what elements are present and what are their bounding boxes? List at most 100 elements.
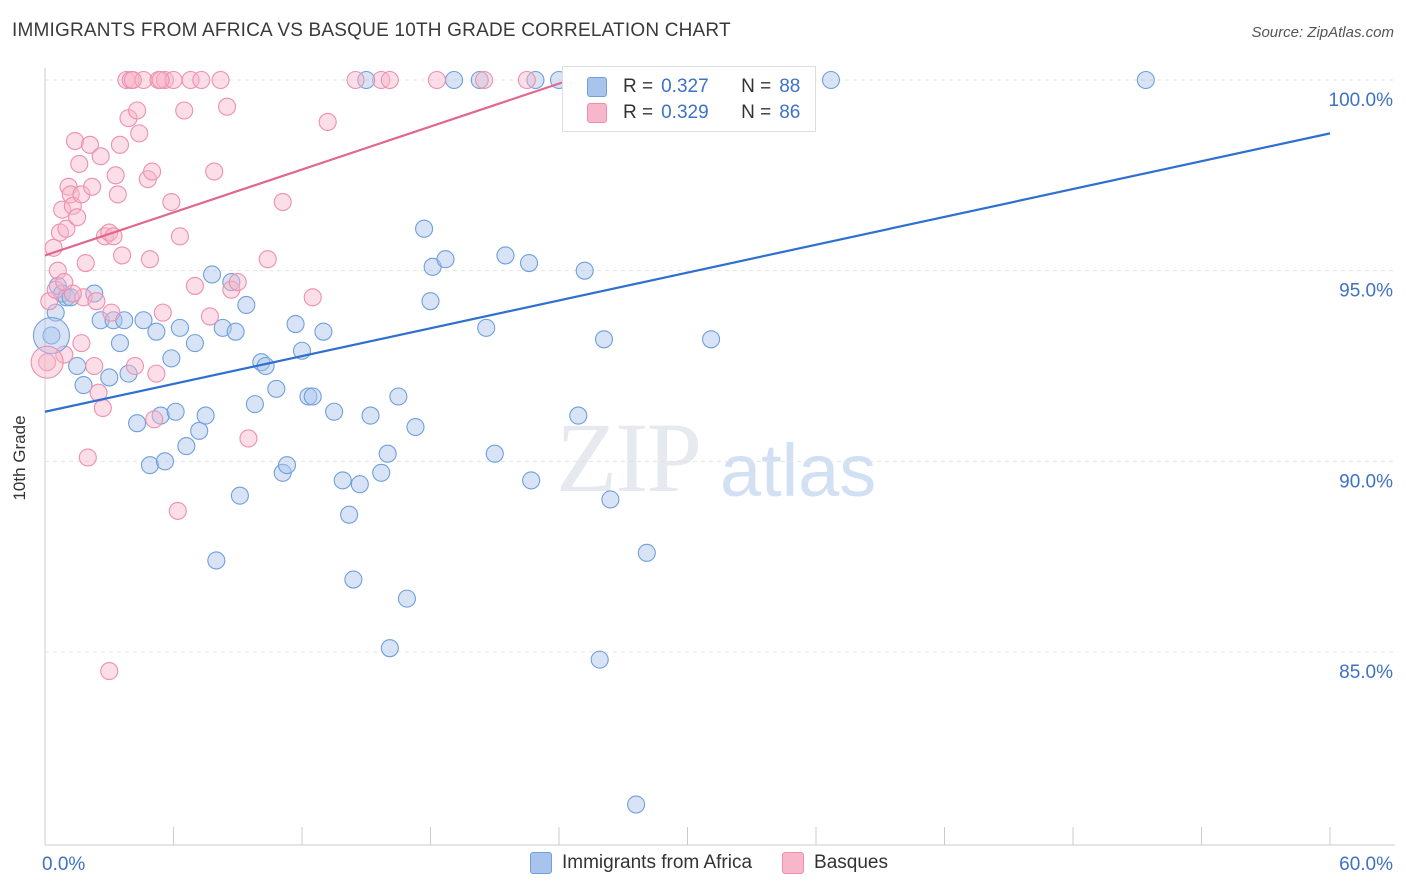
point-basques xyxy=(222,280,241,299)
point-basques xyxy=(113,246,132,265)
point-basques xyxy=(427,70,446,90)
point-africa xyxy=(128,414,147,433)
point-africa xyxy=(575,261,594,280)
point-africa xyxy=(170,318,189,337)
y-tick-label: 100.0% xyxy=(1329,90,1394,111)
point-basques xyxy=(151,70,170,90)
point-africa xyxy=(207,551,226,570)
point-basques xyxy=(108,185,127,204)
point-africa xyxy=(1136,70,1155,90)
point-africa xyxy=(436,250,455,269)
point-basques xyxy=(61,185,80,204)
point-basques xyxy=(93,398,112,417)
point-africa xyxy=(42,326,61,345)
point-africa xyxy=(594,330,614,349)
point-basques xyxy=(258,250,277,269)
point-africa xyxy=(519,253,539,273)
legend-swatch-basques xyxy=(587,103,607,123)
point-basques xyxy=(303,288,322,307)
point-basques xyxy=(38,353,57,372)
point-africa xyxy=(110,334,130,353)
point-basques xyxy=(48,261,67,280)
point-basques xyxy=(72,334,91,353)
point-basques xyxy=(143,162,162,181)
y-tick-label: 95.0% xyxy=(1339,281,1393,302)
point-africa xyxy=(91,311,110,330)
point-basques xyxy=(153,303,172,322)
point-africa xyxy=(372,463,391,482)
point-basques xyxy=(68,208,87,227)
point-basques xyxy=(273,192,292,212)
point-africa xyxy=(325,402,344,421)
point-basques xyxy=(200,307,219,326)
point-basques xyxy=(318,112,337,131)
stats-legend: R = 0.327 N = 88 R = 0.329 N = 86 xyxy=(562,66,816,132)
point-africa xyxy=(821,70,841,90)
point-basques xyxy=(65,131,85,151)
point-basques xyxy=(192,70,211,90)
point-africa xyxy=(415,219,434,238)
point-basques xyxy=(217,97,237,116)
point-africa xyxy=(140,456,159,475)
chart-title: IMMIGRANTS FROM AFRICA VS BASQUE 10TH GR… xyxy=(12,20,731,41)
point-africa xyxy=(470,70,489,90)
point-basques xyxy=(185,276,204,295)
point-basques xyxy=(125,356,144,376)
x-tick-label: 0.0% xyxy=(42,854,85,875)
legend-swatch-basques xyxy=(782,852,805,874)
trendline-africa xyxy=(44,132,1331,413)
trendline-basques xyxy=(44,78,571,257)
point-africa xyxy=(314,322,333,341)
point-basques xyxy=(102,303,121,322)
point-africa xyxy=(147,322,166,341)
watermark-zip: ZIP xyxy=(556,402,702,513)
point-basques xyxy=(80,135,100,154)
point-africa xyxy=(119,364,138,383)
point-africa xyxy=(303,387,322,406)
point-africa xyxy=(190,421,209,440)
point-africa xyxy=(286,315,305,334)
point-basques xyxy=(85,356,104,376)
legend-n-value: 86 xyxy=(779,102,801,123)
point-basques xyxy=(106,166,125,185)
legend-label-africa: Immigrants from Africa xyxy=(562,852,753,873)
point-basques xyxy=(170,227,189,246)
series-legend: Immigrants from Africa Basques xyxy=(530,852,918,874)
point-africa xyxy=(350,475,369,494)
point-basques xyxy=(239,429,258,448)
point-africa xyxy=(155,452,174,471)
point-africa xyxy=(267,379,286,398)
point-africa xyxy=(177,437,196,456)
point-africa xyxy=(162,349,181,368)
point-africa xyxy=(496,246,515,265)
point-africa xyxy=(378,444,397,463)
legend-r-label: R = xyxy=(623,102,654,123)
point-africa xyxy=(702,330,721,349)
point-africa xyxy=(299,387,318,406)
point-africa xyxy=(185,334,204,353)
point-africa xyxy=(340,505,359,524)
point-africa xyxy=(590,650,609,669)
point-basques xyxy=(205,162,224,181)
point-africa xyxy=(166,402,185,421)
point-africa xyxy=(134,311,153,330)
point-africa xyxy=(100,368,119,387)
point-basques xyxy=(78,448,97,467)
point-basques xyxy=(55,345,74,364)
legend-r-value: 0.329 xyxy=(661,102,709,123)
point-basques xyxy=(53,200,72,219)
point-africa xyxy=(477,318,496,337)
point-africa xyxy=(344,570,363,589)
point-basques xyxy=(346,70,365,90)
point-basques xyxy=(123,70,142,90)
point-basques xyxy=(211,70,230,90)
point-africa xyxy=(421,292,440,311)
point-basques xyxy=(83,177,102,196)
point-africa xyxy=(485,444,504,463)
point-basques xyxy=(130,124,149,143)
point-africa xyxy=(397,589,416,608)
point-africa xyxy=(104,311,123,330)
point-basques xyxy=(181,70,200,90)
point-basques xyxy=(76,253,95,273)
